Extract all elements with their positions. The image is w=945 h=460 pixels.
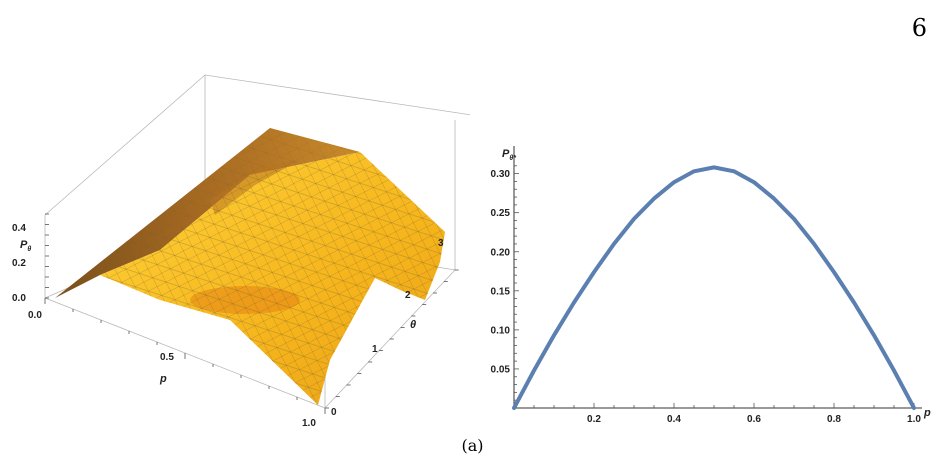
y-tick-label: 0 [331,407,337,418]
y-axis-label: θ [410,319,416,331]
z-axis-label: Pθ [20,239,31,253]
x-axis-label: p [159,373,167,385]
x-tick-label: 0.2 [587,414,601,425]
series-line [512,165,916,410]
x-tick-label: 0.4 [667,414,681,425]
x-axis-label: p [923,407,931,419]
x-tick-label: 0.5 [160,352,174,363]
z-tick-label: 0.4 [12,223,26,234]
y-tick-label: 2 [405,290,411,301]
x-tick-label: 1.0 [302,418,316,429]
page-number: 6 [911,14,927,42]
line-axes [513,146,922,409]
y-tick-label: 0.15 [491,286,511,297]
y-tick-label: 0.05 [491,364,511,375]
line-ticks: 0.2 0.4 0.6 0.8 1.0 0.05 0.10 0.15 0.20 0.25 0.30 [491,165,921,425]
figure-caption: (a) [461,436,484,455]
y-tick-label: 0.25 [491,208,511,219]
y-tick-label: 0.30 [491,169,511,180]
line-plot: 0.2 0.4 0.6 0.8 1.00.050.100.150.200.250.30 … [491,146,931,425]
x-tick-label: 0.0 [28,310,42,321]
y-tick-label: 1 [372,344,378,355]
x-tick-label: 1.0 [907,414,921,425]
surface-mesh [100,152,445,405]
y-tick-label: 0.20 [491,247,511,258]
z-tick-label: 0.0 [12,293,26,304]
x-tick-label: 0.6 [747,414,761,425]
x-tick-label: 0.8 [827,414,841,425]
y-tick-label: 3 [438,238,444,249]
y-tick-label: 0.10 [491,325,511,336]
z-tick-label: 0.2 [12,258,26,269]
surface-plot: 0.4 0.2 0.0 Pθ 0.0 0.5 1.0 p 0 1 2 3 θ [12,74,470,429]
